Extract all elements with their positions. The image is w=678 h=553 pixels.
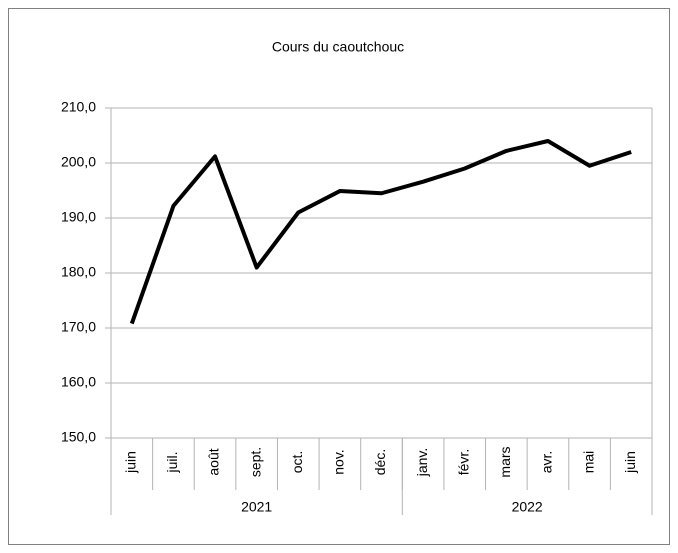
- y-tick-label: 170,0: [61, 319, 96, 335]
- group-label: 2022: [512, 499, 543, 515]
- x-tick-label: août: [206, 448, 222, 475]
- x-tick-label: déc.: [372, 449, 388, 475]
- y-tick-label: 200,0: [61, 154, 96, 170]
- y-tick-label: 210,0: [61, 99, 96, 115]
- chart-frame: [8, 8, 670, 545]
- x-tick-label: avr.: [539, 451, 555, 474]
- x-tick-label: oct.: [289, 451, 305, 474]
- x-tick-label: juin: [622, 451, 638, 474]
- chart-title: Cours du caoutchouc: [272, 39, 404, 55]
- y-tick-label: 180,0: [61, 264, 96, 280]
- x-tick-label: sept.: [247, 447, 263, 477]
- x-tick-label: juin: [123, 451, 139, 474]
- x-tick-label: mars: [497, 446, 513, 477]
- x-tick-label: févr.: [455, 449, 471, 475]
- y-tick-label: 160,0: [61, 374, 96, 390]
- x-tick-label: mai: [580, 451, 596, 474]
- group-label: 2021: [241, 499, 272, 515]
- x-tick-label: nov.: [331, 449, 347, 474]
- series-line: [129, 139, 632, 325]
- x-tick-label: janv.: [414, 448, 430, 478]
- x-tick-label: juil.: [164, 451, 180, 473]
- y-tick-label: 190,0: [61, 209, 96, 225]
- y-tick-label: 150,0: [61, 429, 96, 445]
